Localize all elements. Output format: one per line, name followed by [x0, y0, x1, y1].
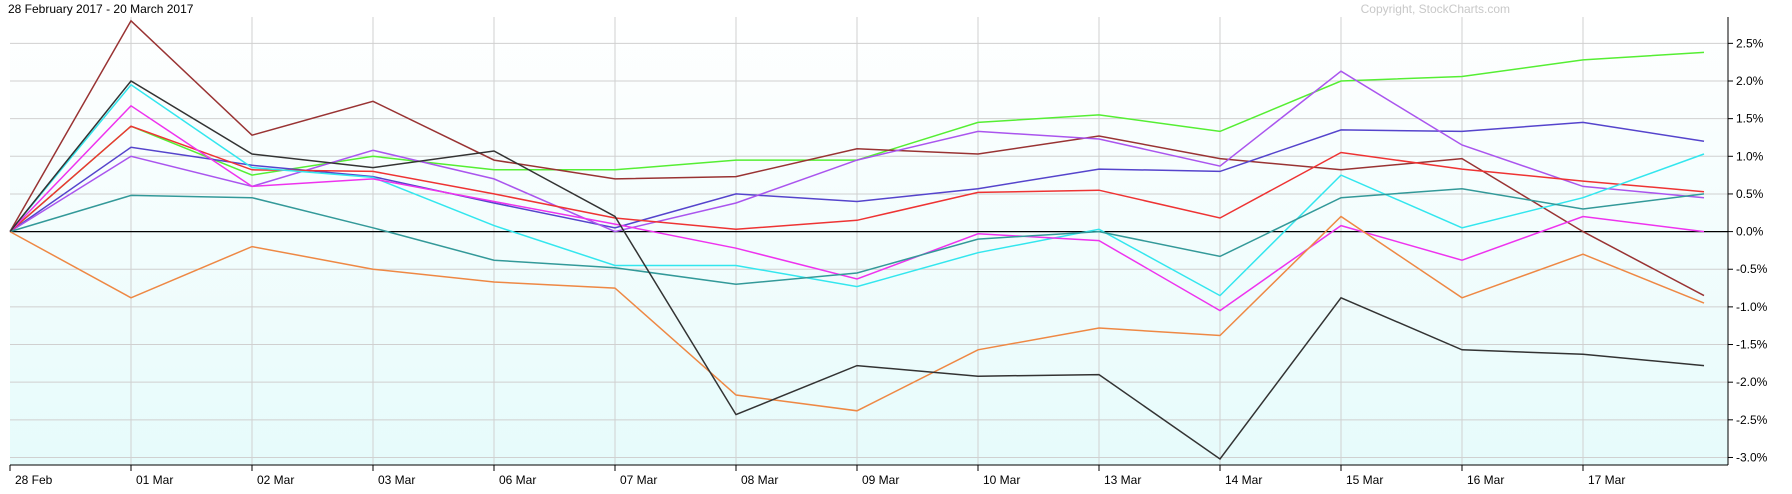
x-tick-label: 10 Mar — [983, 473, 1020, 487]
x-tick-label: 17 Mar — [1588, 473, 1625, 487]
x-tick-label: 02 Mar — [257, 473, 294, 487]
y-tick-label: -2.5% — [1736, 413, 1768, 427]
x-tick-label: 06 Mar — [499, 473, 536, 487]
x-tick-label: 13 Mar — [1104, 473, 1141, 487]
x-tick-label: 14 Mar — [1225, 473, 1262, 487]
y-tick-label: 0.5% — [1736, 187, 1764, 201]
series-line-10 — [9, 80, 1705, 461]
y-tick-label: 1.0% — [1736, 149, 1764, 163]
y-tick-label: 2.5% — [1736, 36, 1764, 50]
y-tick-label: -2.0% — [1736, 375, 1768, 389]
x-tick-label: 28 Feb — [15, 473, 53, 487]
x-tick-label: 08 Mar — [741, 473, 778, 487]
y-tick-label: -1.5% — [1736, 338, 1768, 352]
series-line-9 — [9, 215, 1705, 412]
x-tick-label: 01 Mar — [136, 473, 173, 487]
series-line-3 — [9, 121, 1705, 233]
series-line-4 — [9, 70, 1705, 233]
y-tick-label: 2.0% — [1736, 74, 1764, 88]
x-tick-label: 16 Mar — [1467, 473, 1504, 487]
series-layer — [9, 19, 1705, 461]
y-tick-label: -0.5% — [1736, 262, 1768, 276]
x-tick-label: 09 Mar — [862, 473, 899, 487]
series-line-2 — [9, 19, 1705, 297]
y-tick-label: -3.0% — [1736, 450, 1768, 464]
y-tick-label: 0.0% — [1736, 225, 1764, 239]
plot-background — [10, 17, 1728, 465]
x-tick-label: 15 Mar — [1346, 473, 1383, 487]
x-tick-label: 07 Mar — [620, 473, 657, 487]
y-tick-label: -1.0% — [1736, 300, 1768, 314]
y-tick-label: 1.5% — [1736, 112, 1764, 126]
series-line-8 — [9, 187, 1705, 286]
axis-layer: 2.5% 2.0% 1.5% 1.0% 0.5% 0.0% -0.5% -1.0% -1.5% -… — [9, 17, 1768, 487]
date-range-label: 28 February 2017 - 20 March 2017 — [8, 2, 194, 16]
series-line-6 — [9, 83, 1705, 297]
copyright-label: Copyright, StockCharts.com — [1360, 2, 1510, 16]
x-tick-label: 03 Mar — [378, 473, 415, 487]
series-line-7 — [9, 104, 1705, 312]
